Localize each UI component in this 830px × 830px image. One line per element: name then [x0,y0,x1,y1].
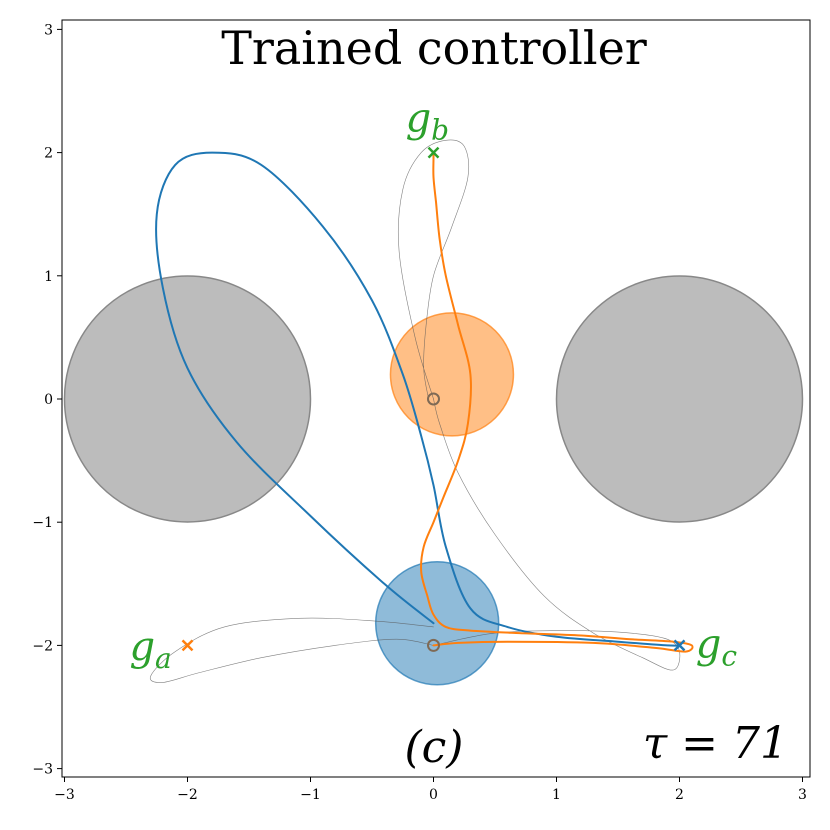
tick-layer: −3 −2 −1 0 1 2 3 −3 −2 −1 0 1 2 3 [32,22,807,803]
y-tick-label: −2 [32,638,53,654]
y-tick-label: −3 [32,762,53,778]
goal-marker-stroke [427,146,440,159]
goal-label-layer: ga gb gc [129,96,737,676]
start-marker [427,392,440,406]
y-tick-label: 2 [44,146,53,162]
obstacle-layer [63,275,804,523]
y-tick-label: 3 [44,22,53,38]
trajectory-blue [155,151,681,647]
x-tick-label: 0 [429,787,438,803]
trajectory-gray [149,617,434,683]
trajectory-gray [397,139,470,400]
agent-layer [374,312,515,686]
x-tick-label: −2 [177,787,198,803]
goal-marker-stroke [181,639,194,652]
y-tick-label: 0 [44,392,53,408]
panel-label: (c) [405,722,464,773]
obstacle-circle [63,275,312,523]
x-tick-label: 3 [798,787,807,803]
agent-disc-orange [389,312,515,437]
x-tick-label: −1 [300,787,321,803]
x-tick-label: 2 [675,787,684,803]
marker-layer [181,146,686,652]
tau-label: τ = 71 [643,718,788,769]
x-tick-label: −3 [54,787,75,803]
trajectory-gray [433,398,681,671]
goal-label-c: gc [696,622,738,673]
goal-marker-orange [181,639,194,652]
agent-disc-blue [374,560,500,686]
goal-label-b: gb [406,96,450,147]
goal-marker-blue [673,639,686,652]
trajectory-orange [420,151,694,653]
y-tick-label: −1 [32,515,53,531]
series-layer [149,139,694,683]
y-tick-label: 1 [44,269,53,285]
goal-label-a: ga [129,624,171,675]
chart-title: Trained controller [221,21,647,75]
goal-marker-green [427,146,440,159]
start-marker [427,638,440,652]
goal-marker-stroke [673,639,686,652]
obstacle-circle [555,275,804,523]
x-tick-label: 1 [552,787,561,803]
